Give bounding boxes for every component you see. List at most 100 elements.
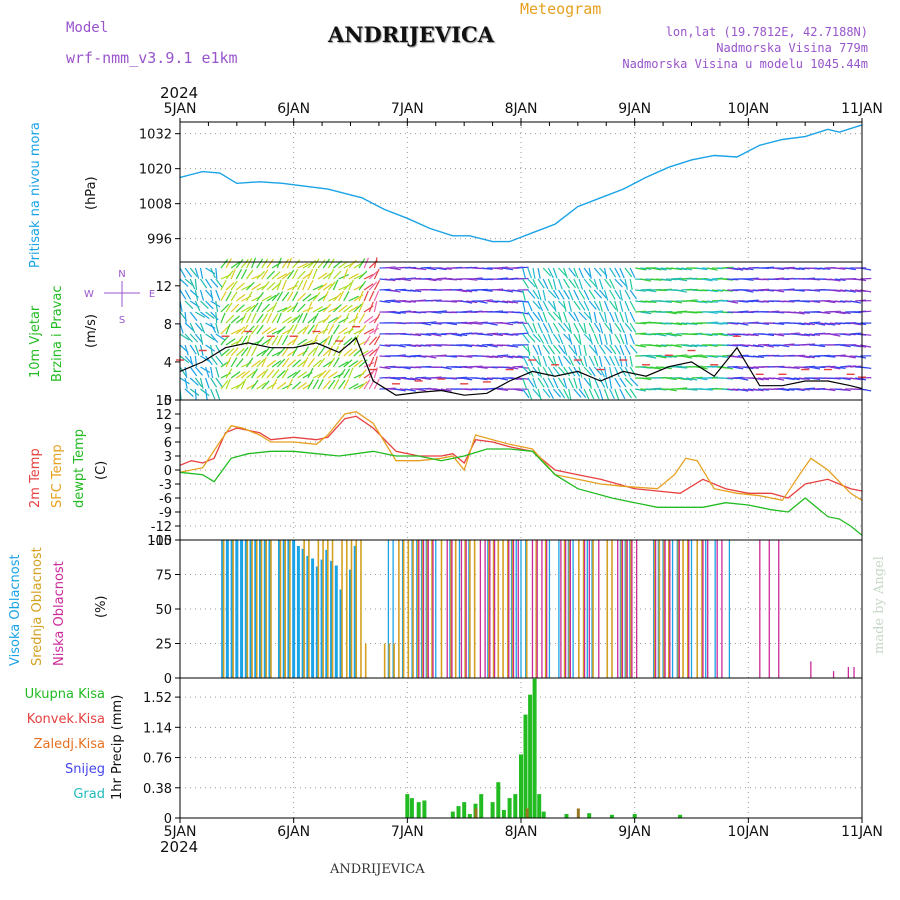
wind-arrow: [706, 344, 718, 347]
wind-arrow: [379, 344, 391, 347]
wind-arrow: [225, 270, 234, 280]
wind-arrow: [609, 355, 616, 367]
wind-arrow: [578, 344, 582, 356]
wind-arrow: [537, 267, 541, 279]
wind-arrow: [281, 291, 290, 302]
precip-bar: [587, 813, 592, 818]
wind-arrow: [210, 344, 214, 356]
wind-arrow: [204, 388, 208, 400]
wind-arrow: [302, 339, 313, 346]
wind-arrow: [517, 266, 529, 269]
wind-arrow: [297, 262, 308, 269]
precip-bar: [609, 814, 614, 818]
wind-arrow: [624, 388, 632, 399]
wind-arrow: [210, 333, 219, 343]
wind-arrow: [839, 388, 851, 392]
wind-arrow: [614, 311, 620, 323]
wind-arrow: [327, 334, 333, 346]
wind-arrow: [276, 358, 286, 368]
wind-arrow: [358, 313, 366, 324]
y-tick-label: 15: [155, 394, 172, 409]
wind-arrow: [271, 369, 280, 379]
wind-arrow: [552, 267, 558, 279]
wind-arrow: [461, 289, 473, 293]
wind-arrow: [430, 311, 442, 314]
legend-snow: Snijeg: [65, 762, 105, 777]
wind-arrow: [557, 278, 563, 290]
wind-arrow: [179, 289, 187, 300]
wind-arrow: [312, 284, 324, 291]
wind-arrow: [681, 377, 693, 381]
wind-arrow: [788, 377, 800, 381]
wind-arrow: [824, 322, 836, 326]
wind-arrow: [287, 316, 298, 324]
wind-arrow: [809, 300, 821, 303]
wind-arrow: [532, 366, 540, 377]
wind-arrow: [660, 267, 672, 270]
wind-arrow: [486, 322, 498, 326]
wind-arrow: [598, 289, 608, 299]
wind-arrow: [333, 270, 342, 280]
wind-arrow: [593, 377, 600, 389]
wind-arrow: [210, 377, 218, 388]
wind-arrow: [603, 267, 608, 279]
wind-arrow: [839, 344, 851, 348]
wind-arrow: [834, 300, 846, 303]
wind-arrow: [609, 333, 613, 345]
wind-arrow: [624, 333, 628, 345]
wind-arrow: [235, 348, 245, 357]
wind-arrow: [706, 311, 718, 314]
wind-arrow: [292, 259, 301, 269]
wind-arrow: [235, 380, 245, 390]
wind-arrow: [194, 388, 197, 401]
wind-arrow: [737, 377, 749, 381]
wind-arrow: [629, 366, 637, 377]
wind-arrow: [179, 355, 190, 364]
wind-arrow: [522, 311, 528, 323]
wind-arrow: [552, 278, 557, 290]
wind-arrow: [363, 257, 369, 269]
wind-arrow: [297, 312, 304, 324]
pressure-line: [179, 124, 863, 243]
wind-arrow: [527, 278, 536, 288]
wind-arrow: [481, 355, 493, 359]
wind-arrow: [256, 349, 267, 357]
wind-arrow: [502, 267, 514, 271]
y-tick-label: 1.14: [143, 721, 172, 736]
wind-arrow: [399, 278, 411, 282]
wind-arrow: [338, 274, 349, 280]
wind-arrow: [752, 388, 764, 392]
y-tick-label: -12: [151, 520, 172, 535]
wind-arrow: [410, 377, 422, 381]
wind-arrow: [603, 388, 609, 400]
wind-arrow: [199, 377, 204, 389]
wind-arrow: [681, 344, 693, 348]
wind-arrow: [194, 267, 200, 279]
wind-arrow: [373, 323, 379, 335]
wind-arrow: [614, 344, 621, 355]
wind-arrow: [440, 366, 452, 370]
wind-arrow: [215, 311, 218, 324]
wind-arrow: [332, 357, 340, 368]
wind-arrow: [629, 267, 636, 279]
wind-arrow: [619, 344, 625, 356]
wind-arrow: [763, 333, 775, 337]
wind-arrow: [742, 267, 754, 271]
wind-arrow: [358, 280, 367, 291]
wind-arrow: [317, 346, 326, 357]
wind-arrow: [537, 355, 542, 367]
wind-arrow: [588, 300, 597, 310]
wind-arrow: [430, 333, 442, 337]
wind-arrow: [322, 314, 331, 324]
wind-arrow: [635, 267, 647, 271]
y-tick-label: 75: [155, 569, 172, 584]
wind-arrow: [327, 345, 334, 357]
lonlat-label: lon,lat (19.7812E, 42.7188N): [665, 25, 868, 39]
wind-arrow: [537, 388, 542, 400]
wind-arrow: [803, 322, 815, 326]
wind-arrow: [297, 382, 307, 390]
wind-arrow: [312, 292, 321, 302]
wind-arrow: [834, 278, 846, 281]
wind-arrow: [235, 294, 246, 302]
wind-arrow: [624, 278, 628, 290]
